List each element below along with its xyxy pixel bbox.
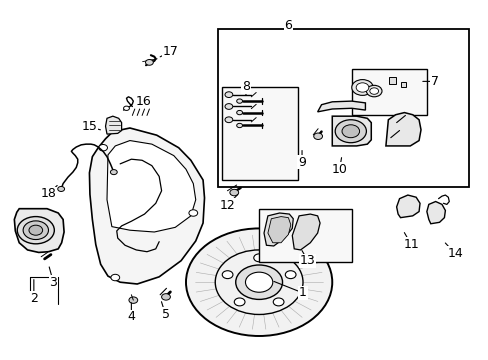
Text: 13: 13 (300, 254, 315, 267)
Circle shape (355, 83, 368, 92)
Text: 8: 8 (242, 80, 249, 93)
Text: 1: 1 (299, 287, 306, 300)
Text: 18: 18 (41, 187, 56, 200)
Circle shape (161, 294, 170, 300)
Circle shape (111, 274, 120, 281)
Circle shape (215, 250, 303, 315)
Text: 16: 16 (135, 95, 151, 108)
Circle shape (245, 272, 272, 292)
Bar (351, 69, 427, 116)
Circle shape (99, 144, 107, 151)
Polygon shape (317, 101, 365, 112)
Polygon shape (264, 213, 293, 246)
Circle shape (224, 117, 232, 123)
Bar (217, 30, 468, 187)
Circle shape (129, 297, 138, 303)
Bar (221, 87, 298, 180)
Circle shape (341, 125, 359, 138)
Circle shape (369, 88, 378, 94)
Polygon shape (89, 128, 204, 284)
Circle shape (253, 254, 264, 262)
Circle shape (185, 228, 331, 336)
Polygon shape (107, 140, 195, 232)
Polygon shape (292, 214, 320, 250)
Circle shape (188, 210, 197, 216)
Polygon shape (385, 113, 420, 146)
Circle shape (224, 104, 232, 109)
Bar (259, 209, 351, 262)
Circle shape (229, 189, 238, 196)
Circle shape (123, 106, 129, 111)
Text: 7: 7 (430, 75, 438, 88)
Text: 17: 17 (162, 45, 178, 58)
Polygon shape (400, 82, 406, 87)
Text: 3: 3 (49, 276, 57, 289)
Text: 4: 4 (127, 310, 135, 324)
Polygon shape (267, 217, 290, 243)
Circle shape (236, 99, 242, 103)
Text: 6: 6 (284, 19, 292, 32)
Circle shape (222, 271, 232, 279)
Text: 11: 11 (403, 238, 418, 251)
Circle shape (145, 59, 153, 65)
Circle shape (236, 111, 242, 115)
Circle shape (313, 133, 322, 139)
Circle shape (366, 85, 381, 97)
Circle shape (351, 80, 372, 95)
Circle shape (224, 92, 232, 98)
Circle shape (110, 170, 117, 175)
Circle shape (235, 265, 282, 300)
Text: 10: 10 (331, 163, 347, 176)
Circle shape (273, 298, 284, 306)
Circle shape (285, 271, 295, 279)
Circle shape (334, 120, 366, 143)
Polygon shape (331, 116, 370, 146)
Text: 15: 15 (81, 121, 97, 134)
Circle shape (23, 221, 48, 239)
Text: 9: 9 (298, 156, 305, 168)
Text: 12: 12 (219, 199, 235, 212)
Text: 14: 14 (447, 247, 462, 260)
Polygon shape (388, 77, 395, 84)
Circle shape (29, 225, 42, 235)
Polygon shape (426, 202, 445, 224)
Polygon shape (105, 116, 122, 134)
Circle shape (17, 217, 54, 244)
Polygon shape (14, 209, 64, 252)
Circle shape (58, 186, 64, 192)
Polygon shape (396, 195, 419, 218)
Text: 2: 2 (30, 292, 38, 305)
Text: 5: 5 (161, 308, 169, 321)
Circle shape (234, 298, 244, 306)
Circle shape (236, 123, 242, 128)
